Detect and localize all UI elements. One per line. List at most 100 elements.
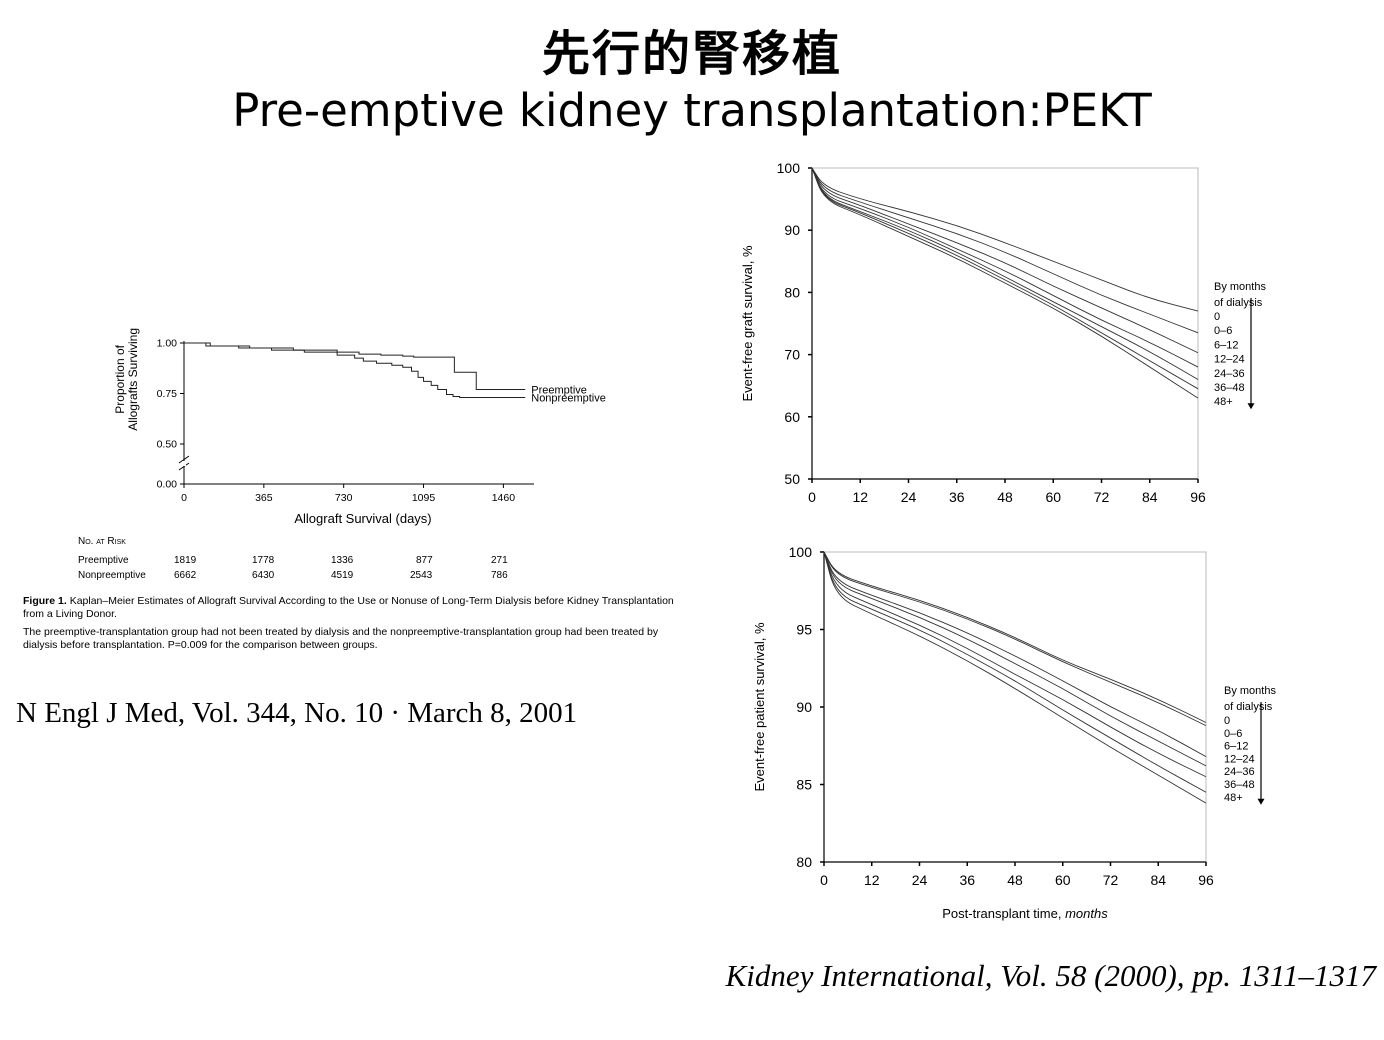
risk-value: 1778 bbox=[252, 555, 275, 566]
slide-title-japanese: 先行的腎移植 bbox=[541, 26, 842, 82]
x-tick-label: 24 bbox=[901, 489, 917, 505]
series-line bbox=[823, 551, 1207, 767]
series-line bbox=[823, 551, 1207, 757]
legend-title: of dialysis bbox=[1224, 701, 1273, 713]
risk-row-nonpreemptive: Nonpreemptive 6662 6430 4519 2543 786 bbox=[78, 570, 538, 584]
series-label-nonpreemptive: Nonpreemptive bbox=[531, 393, 606, 405]
axis-break-gap bbox=[182, 461, 186, 466]
legend-entry: 48+ bbox=[1214, 396, 1233, 408]
x-tick-label: 60 bbox=[1055, 872, 1071, 888]
y-tick-label: 0.50 bbox=[157, 439, 178, 451]
x-tick-label: 0 bbox=[181, 492, 187, 504]
risk-value: 786 bbox=[491, 570, 508, 581]
x-tick-label: 96 bbox=[1198, 872, 1214, 888]
risk-row-label: Nonpreemptive bbox=[78, 570, 146, 581]
x-tick-label: 1460 bbox=[492, 492, 516, 504]
y-tick-label: 100 bbox=[777, 160, 801, 176]
legend-entry: 6–12 bbox=[1214, 339, 1238, 351]
series-line bbox=[811, 167, 1199, 399]
y-tick-label: 80 bbox=[784, 284, 800, 300]
patient-survival-chart: 80 85 90 95 100 0 12 24 36 48 60 72 84 96 Event-free p… bbox=[752, 544, 1276, 921]
x-tick-label: 48 bbox=[1007, 872, 1023, 888]
series-label-preemptive: Preemptive bbox=[531, 384, 587, 396]
caption-line-1: Kaplan–Meier Estimates of Allograft Surv… bbox=[23, 595, 674, 620]
risk-value: 271 bbox=[491, 555, 508, 566]
legend-entry: 36–48 bbox=[1214, 382, 1245, 394]
slide-title-english: Pre-emptive kidney transplantation:PEKT bbox=[232, 84, 1152, 137]
x-tick-label: 36 bbox=[959, 872, 975, 888]
y-tick-label: 100 bbox=[789, 544, 813, 560]
risk-value: 1819 bbox=[174, 555, 197, 566]
y-axis-label-line: Proportion of bbox=[113, 344, 127, 413]
figure-caption: Figure 1. Kaplan–Meier Estimates of Allo… bbox=[23, 595, 683, 621]
x-tick-label: 72 bbox=[1103, 872, 1119, 888]
legend-entry: 36–48 bbox=[1224, 779, 1255, 791]
x-tick-label: 48 bbox=[997, 489, 1013, 505]
series-line bbox=[823, 551, 1207, 778]
risk-value: 6662 bbox=[174, 570, 197, 581]
series-line-preemptive bbox=[184, 342, 526, 390]
legend-entry: 24–36 bbox=[1224, 766, 1255, 778]
y-tick-label: 85 bbox=[796, 777, 812, 793]
x-axis-label-text: Post-transplant time, bbox=[942, 906, 1065, 921]
legend-arrow-head bbox=[1257, 798, 1265, 805]
graft-survival-chart: 50 60 70 80 90 100 0 12 24 36 48 60 72 84 96 Event-free… bbox=[740, 160, 1266, 505]
legend-title: By months bbox=[1214, 281, 1266, 293]
axis-break bbox=[178, 462, 190, 471]
y-axis-label: Event-free graft survival, % bbox=[740, 245, 755, 401]
legend-entry: 12–24 bbox=[1214, 354, 1245, 366]
x-tick-label: 365 bbox=[255, 492, 273, 504]
legend-entry: 0 bbox=[1224, 715, 1230, 727]
series-line bbox=[823, 551, 1207, 804]
legend-title: of dialysis bbox=[1214, 297, 1263, 309]
legend-entry: 24–36 bbox=[1214, 368, 1245, 380]
series-line bbox=[811, 167, 1199, 380]
x-tick-label: 96 bbox=[1190, 489, 1206, 505]
x-tick-label: 72 bbox=[1094, 489, 1110, 505]
y-tick-label: 80 bbox=[796, 854, 812, 870]
risk-value: 877 bbox=[416, 555, 433, 566]
series-line bbox=[823, 551, 1207, 723]
legend-entry: 0–6 bbox=[1214, 325, 1232, 337]
y-tick-label: 90 bbox=[796, 699, 812, 715]
axis-break bbox=[178, 455, 190, 464]
legend-entry: 12–24 bbox=[1224, 753, 1255, 765]
y-tick-label: 0.00 bbox=[157, 479, 178, 491]
x-tick-label: 36 bbox=[949, 489, 965, 505]
x-tick-label: 12 bbox=[864, 872, 880, 888]
x-tick-label: 24 bbox=[912, 872, 928, 888]
x-tick-label: 84 bbox=[1142, 489, 1158, 505]
y-tick-label: 1.00 bbox=[157, 338, 178, 350]
x-tick-label: 0 bbox=[808, 489, 816, 505]
legend-title: By months bbox=[1224, 685, 1276, 697]
y-axis-label-line: Allografts Surviving bbox=[126, 328, 140, 431]
y-axis-label: Event-free patient survival, % bbox=[752, 622, 767, 792]
series-line bbox=[811, 167, 1199, 368]
legend-entry: 0 bbox=[1214, 311, 1220, 323]
x-tick-label: 60 bbox=[1045, 489, 1061, 505]
risk-row-preemptive: Preemptive 1819 1778 1336 877 271 bbox=[78, 555, 538, 569]
series-line bbox=[811, 167, 1199, 354]
series-line bbox=[823, 551, 1207, 727]
kaplan-meier-chart: 0.00 0.50 0.75 1.00 0 365 730 1095 1460 Allograft… bbox=[113, 328, 606, 526]
risk-table-header: No. at Risk bbox=[78, 536, 126, 547]
x-tick-label: 84 bbox=[1150, 872, 1166, 888]
x-tick-label: 12 bbox=[852, 489, 868, 505]
x-axis-label: Post-transplant time, months bbox=[942, 906, 1108, 921]
series-line bbox=[811, 167, 1199, 312]
risk-value: 1336 bbox=[331, 555, 354, 566]
y-tick-label: 0.75 bbox=[157, 388, 178, 400]
y-tick-label: 70 bbox=[784, 347, 800, 363]
legend-arrow-head bbox=[1247, 403, 1255, 410]
citation-kidney-international: Kidney International, Vol. 58 (2000), pp… bbox=[725, 958, 1376, 993]
y-tick-label: 50 bbox=[784, 471, 800, 487]
series-line-nonpreemptive bbox=[184, 342, 526, 399]
legend-entry: 0–6 bbox=[1224, 728, 1242, 740]
x-tick-label: 1095 bbox=[412, 492, 436, 504]
x-axis-label-unit: months bbox=[1065, 906, 1108, 921]
legend-entry: 6–12 bbox=[1224, 741, 1248, 753]
y-tick-label: 95 bbox=[796, 622, 812, 638]
legend-entry: 48+ bbox=[1224, 792, 1243, 804]
y-tick-label: 90 bbox=[784, 222, 800, 238]
y-tick-label: 60 bbox=[784, 409, 800, 425]
